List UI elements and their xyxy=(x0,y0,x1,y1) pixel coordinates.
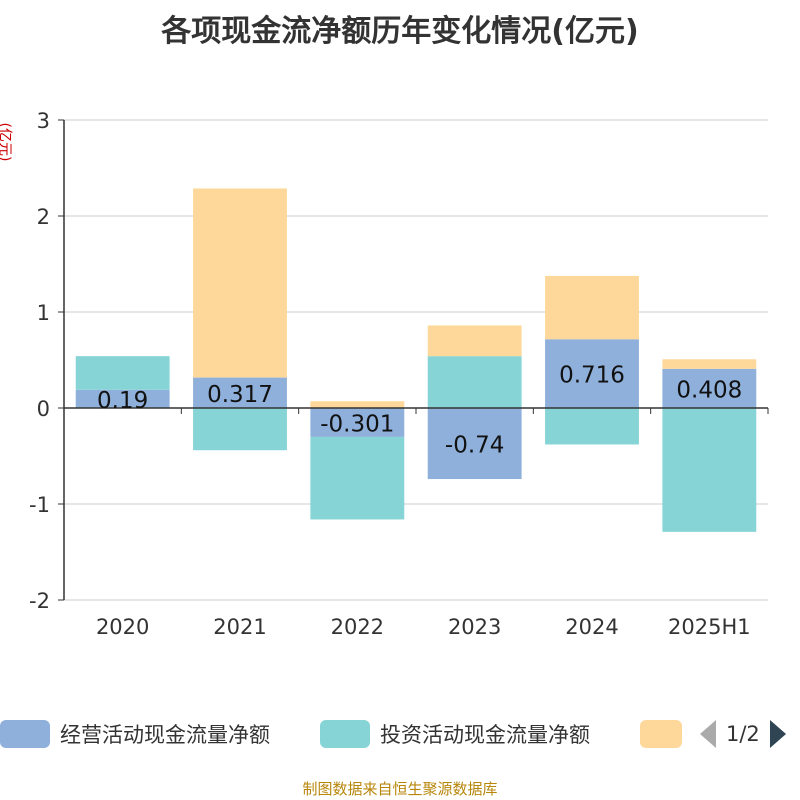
bars xyxy=(75,188,757,532)
data-label: 0.408 xyxy=(676,377,742,403)
legend-item-investing[interactable]: 投资活动现金流量净额 xyxy=(320,712,590,756)
bar-series-0-2022 xyxy=(310,408,405,437)
y-tick-label: 0 xyxy=(37,397,50,421)
legend-item-operating[interactable]: 经营活动现金流量净额 xyxy=(0,712,270,756)
bar-series-0-2025H1 xyxy=(662,368,757,408)
legend-label-investing: 投资活动现金流量净额 xyxy=(380,723,590,747)
legend-swatch-operating xyxy=(0,720,50,748)
legend-pager: 1/2 xyxy=(700,712,786,756)
bar-series-1-2022 xyxy=(310,436,405,520)
bar-series-0-2023 xyxy=(427,408,522,480)
data-label: 0.716 xyxy=(559,363,625,389)
x-tick-label: 2023 xyxy=(448,615,501,639)
data-labels: 0.19 0.317 -0.301 -0.74 0.716 0.408 xyxy=(97,363,742,459)
x-tick-label: 2024 xyxy=(565,615,618,639)
data-label: 0.19 xyxy=(97,388,148,414)
x-tick-label: 2022 xyxy=(331,615,384,639)
bar-series-1-2021 xyxy=(193,408,287,451)
bar-series-2-2025H1 xyxy=(662,359,757,369)
data-label: -0.74 xyxy=(445,433,505,459)
bar-series-1-2023 xyxy=(427,356,522,408)
bar-series-0-2021 xyxy=(193,377,287,408)
legend-next-page-icon[interactable] xyxy=(769,720,786,748)
y-tick-label: 1 xyxy=(37,301,50,325)
legend-label-operating: 经营活动现金流量净额 xyxy=(60,723,270,747)
bar-series-1-2024 xyxy=(545,408,639,445)
y-tick-label: 3 xyxy=(37,109,50,133)
bar-series-2-2023 xyxy=(427,325,522,357)
bar-series-1-2025H1 xyxy=(662,408,757,532)
legend-page-indicator: 1/2 xyxy=(726,722,760,746)
data-label: 0.317 xyxy=(207,382,273,408)
legend-prev-page-icon[interactable] xyxy=(700,720,716,748)
bar-series-0-2020 xyxy=(75,389,170,408)
bar-series-1-2020 xyxy=(75,356,170,390)
x-tick-label: 2025H1 xyxy=(668,615,751,639)
data-source-footer: 制图数据来自恒生聚源数据库 xyxy=(302,780,498,798)
bar-series-2-2021 xyxy=(193,188,287,378)
legend-item-financing[interactable] xyxy=(640,712,682,756)
legend-swatch-investing xyxy=(320,720,370,748)
bar-series-0-2024 xyxy=(545,339,639,408)
legend: 经营活动现金流量净额 投资活动现金流量净额 1/2 xyxy=(0,712,800,760)
grid-lines xyxy=(64,119,768,601)
axes: -2 -1 0 1 2 3 2020 2021 2022 2023 2024 2025H1 xyxy=(29,109,769,639)
bar-series-2-2024 xyxy=(545,275,639,340)
bar-series-2-2022 xyxy=(310,401,405,408)
legend-swatch-financing xyxy=(640,720,682,748)
y-tick-label: 2 xyxy=(37,205,50,229)
y-tick-label: -2 xyxy=(29,589,50,613)
y-tick-label: -1 xyxy=(29,493,50,517)
x-tick-label: 2021 xyxy=(213,615,266,639)
data-label: -0.301 xyxy=(320,411,394,437)
chart-title: 各项现金流净额历年变化情况(亿元) xyxy=(161,14,639,49)
x-tick-label: 2020 xyxy=(96,615,149,639)
